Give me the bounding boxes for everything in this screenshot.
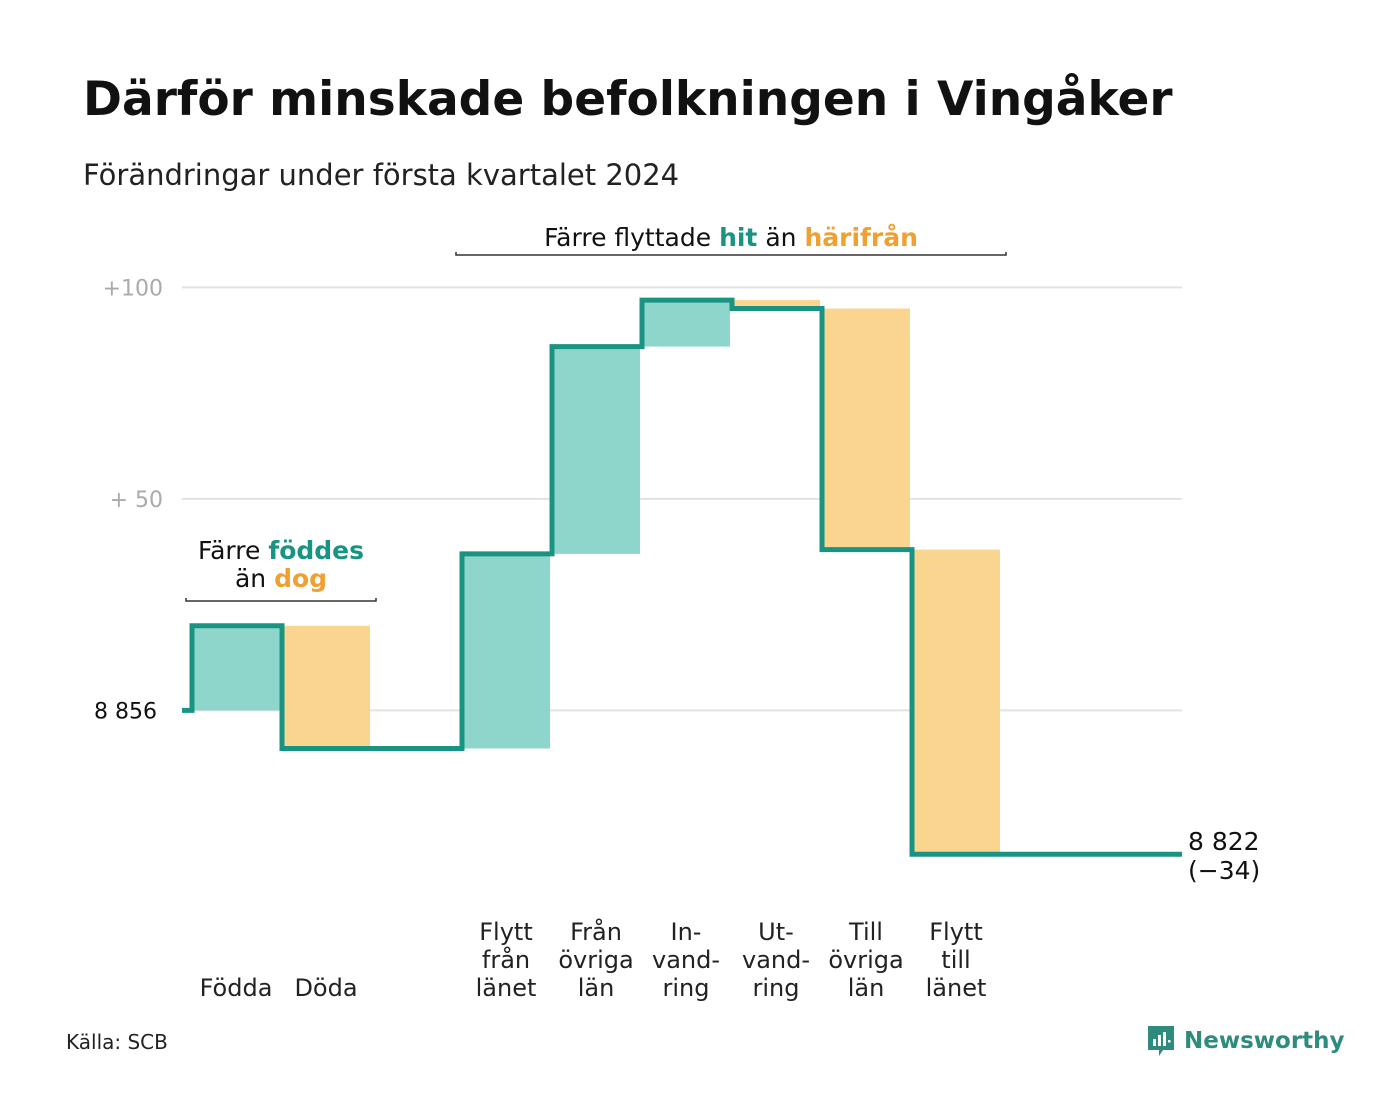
category-label: vand- — [742, 946, 810, 974]
annotation-segment-plain: Färre flyttade — [544, 223, 719, 252]
annotation-segment-plain: än — [757, 223, 804, 252]
source-note: Källa: SCB — [66, 1030, 168, 1054]
category-label: övriga — [828, 946, 903, 974]
category-label: till — [941, 946, 970, 974]
category-label: ring — [663, 974, 710, 1002]
category-label: länet — [926, 974, 987, 1002]
chart-title: Därför minskade befolkningen i Vingåker — [83, 72, 1173, 127]
decrease-bar — [282, 625, 370, 749]
brand-logo[interactable]: Newsworthy — [1146, 1024, 1345, 1058]
category-label: Flytt — [929, 918, 983, 946]
category-label: Födda — [200, 974, 273, 1002]
category-label: länet — [476, 974, 537, 1002]
category-label: Ut- — [758, 918, 794, 946]
category-label: Från — [570, 917, 622, 946]
increase-bar — [552, 346, 640, 554]
annotation-text: Färre föddes — [198, 536, 364, 565]
annotation-segment-plain: Färre — [198, 536, 268, 565]
running-total-line — [182, 297, 1182, 857]
annotation-segment-plain: än — [235, 564, 274, 593]
category-label: Flytt — [479, 918, 533, 946]
y-tick-label: +100 — [103, 276, 163, 301]
annotation-text: än dog — [235, 564, 327, 593]
category-label: län — [578, 974, 615, 1002]
brand-name: Newsworthy — [1184, 1028, 1345, 1054]
end-change-label: (−34) — [1188, 856, 1260, 885]
category-label: från — [482, 945, 530, 974]
category-label: län — [848, 974, 885, 1002]
decrease-bar — [822, 308, 910, 550]
newsworthy-logo-icon — [1148, 1026, 1174, 1056]
y-tick-label: 8 856 — [94, 699, 157, 724]
category-label: ring — [753, 974, 800, 1002]
annotation-segment-harifran: härifrån — [804, 223, 917, 252]
category-label: vand- — [652, 946, 720, 974]
annotation-segment-hit: hit — [719, 223, 757, 252]
increase-bar — [642, 300, 730, 347]
y-tick-label: + 50 — [110, 488, 163, 513]
increase-bar — [192, 625, 280, 711]
decrease-bar — [732, 300, 820, 309]
annotation-text: Färre flyttade hit än härifrån — [544, 223, 918, 252]
category-label: Döda — [294, 974, 357, 1002]
annotation-bracket — [455, 252, 1007, 256]
category-label: Till — [848, 918, 883, 946]
category-label: övriga — [558, 946, 633, 974]
increase-bar — [462, 553, 550, 749]
annotation-bracket — [185, 598, 377, 602]
decrease-bar — [912, 549, 1000, 855]
category-label: In- — [671, 918, 702, 946]
chart-subtitle: Förändringar under första kvartalet 2024 — [83, 158, 680, 192]
annotation-segment-hit: föddes — [268, 536, 364, 565]
annotation-segment-harifran: dog — [274, 564, 327, 593]
end-value-label: 8 822 — [1188, 827, 1260, 856]
